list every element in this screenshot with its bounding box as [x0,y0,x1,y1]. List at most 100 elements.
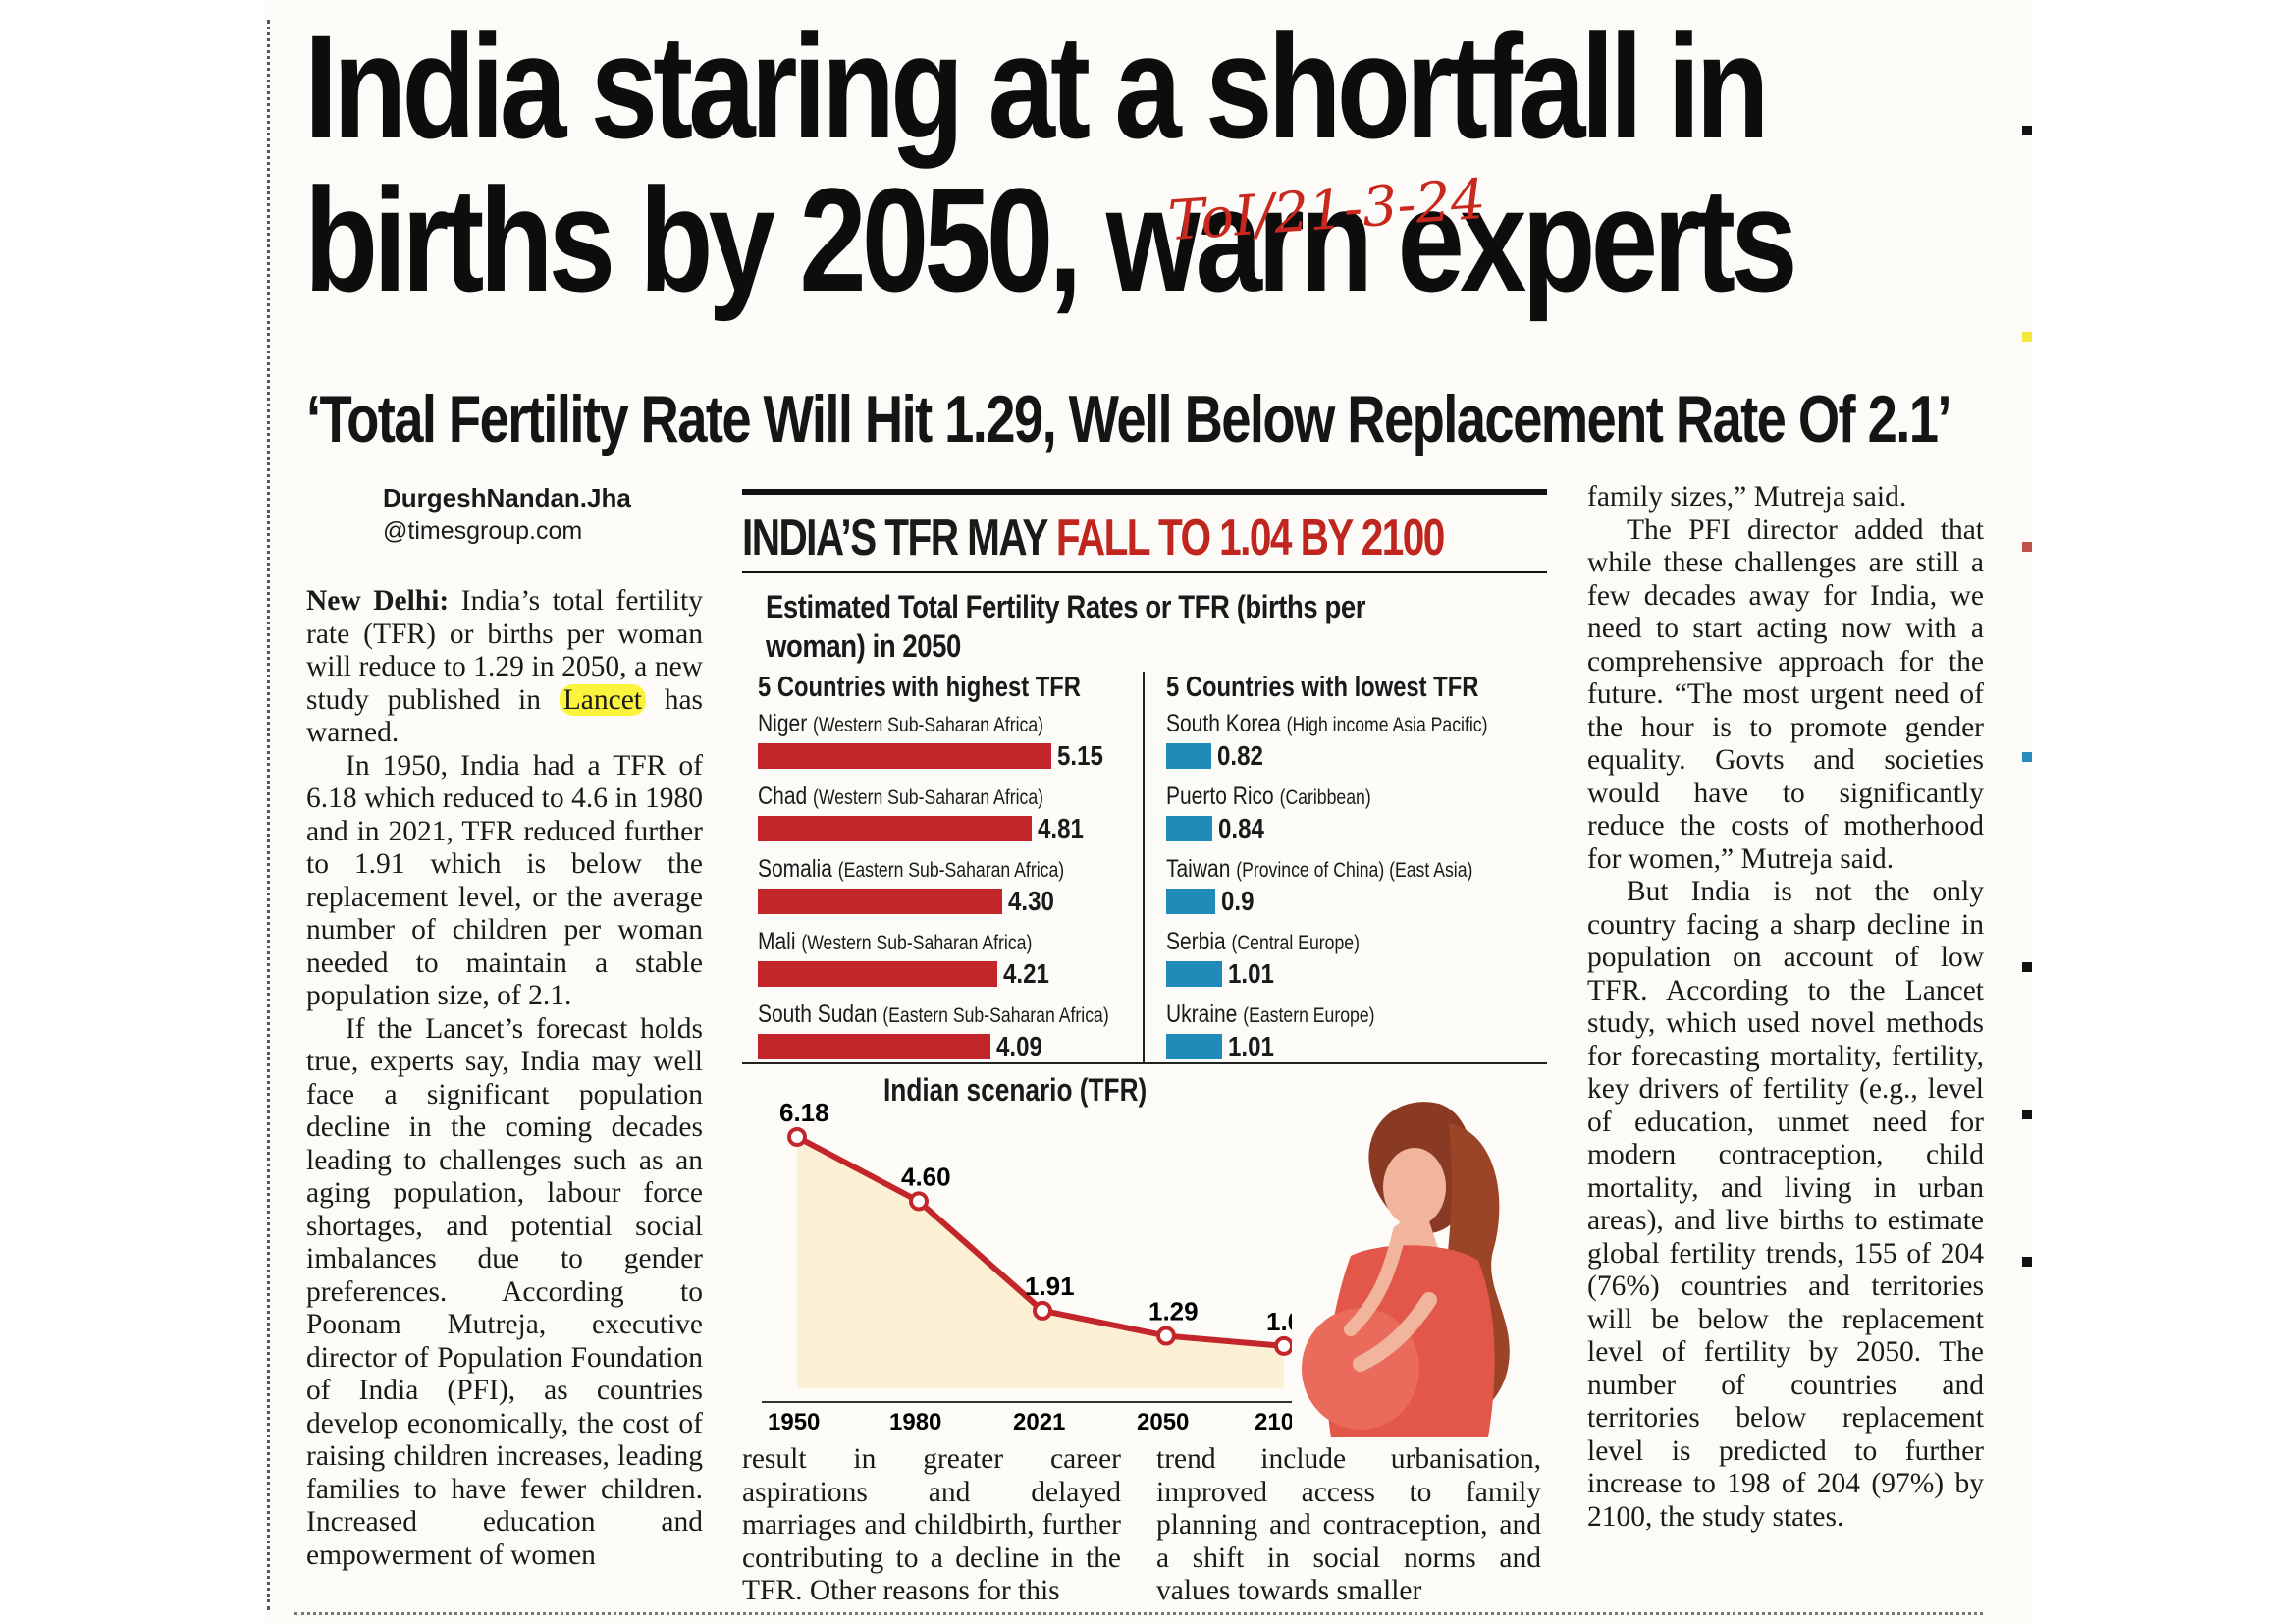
tfr-value: 0.84 [1218,813,1264,843]
paragraph-col2: result in greater career aspirations and… [742,1443,1121,1606]
country-label: South Sudan [758,1001,878,1028]
region-label: (Province of China) (East Asia) [1236,859,1473,882]
data-label: 6.18 [779,1098,829,1127]
country-name: Puerto Rico (Caribbean) [1166,783,1496,811]
region-label: (High income Asia Pacific) [1286,714,1488,736]
margin-marker [2022,962,2032,972]
line-area-fill [797,1136,1284,1388]
panel-divider [1143,672,1145,1064]
headline-line-2: births by 2050, warn experts [304,157,1798,322]
country-label: Taiwan [1166,855,1231,883]
tfr-bar [758,961,998,987]
highest-row: South Sudan (Eastern Sub-Saharan Africa)… [758,1001,1150,1073]
estimated-tfr-title: Estimated Total Fertility Rates or TFR (… [766,589,1366,664]
author-email: @timesgroup.com [383,517,583,545]
clipping-edge [267,20,270,1610]
chart-title: Indian scenario (TFR) [883,1072,1148,1108]
lowest-row: Ukraine (Eastern Europe) 1.01 [1166,1001,1559,1073]
data-point [909,1191,929,1212]
indian-scenario-chart: Indian scenario (TFR) 6.18 1950 4.60 1980 1.… [742,1064,1547,1437]
paragraph-col4-3: But India is not the only country facing… [1587,876,1984,1533]
article-column-3: trend include urbanisation, improved acc… [1156,1443,1541,1608]
tfr-value: 4.09 [996,1031,1043,1061]
country-name: South Korea (High income Asia Pacific) [1166,710,1496,738]
region-label: (Western Sub-Saharan Africa) [801,932,1033,954]
highest-row: Somalia (Eastern Sub-Saharan Africa) 4.30 [758,855,1150,928]
highest-row: Mali (Western Sub-Saharan Africa) 4.21 [758,928,1150,1001]
country-label: Somalia [758,855,832,883]
paragraph-1: New Delhi: India’s total fertility rate … [306,585,703,750]
region-label: (Western Sub-Saharan Africa) [813,786,1044,809]
tfr-value: 4.81 [1037,813,1084,843]
data-point [1156,1326,1176,1346]
country-label: Ukraine [1166,1001,1238,1028]
region-label: (Caribbean) [1279,786,1371,809]
tfr-bar [758,816,1032,841]
x-tick-label: 1950 [768,1409,820,1435]
country-label: Serbia [1166,928,1226,955]
tfr-value: 4.21 [1003,958,1050,989]
paragraph-col4-1: family sizes,” Mutreja said. [1587,481,1907,513]
x-tick-label: 2100 [1255,1409,1292,1435]
country-name: Niger (Western Sub-Saharan Africa) [758,710,1088,738]
country-name: Ukraine (Eastern Europe) [1166,1001,1496,1029]
tfr-value: 1.01 [1227,958,1274,989]
byline: DurgeshNandan.Jha @timesgroup.com [383,481,638,548]
article-column-2: result in greater career aspirations and… [742,1443,1121,1608]
country-name: Serbia (Central Europe) [1166,928,1496,956]
region-label: (Western Sub-Saharan Africa) [813,714,1044,736]
infographic-title: INDIA’S TFR MAY FALL TO 1.04 BY 2100 [742,509,1445,568]
tfr-bar [758,743,1051,769]
data-point [787,1126,807,1147]
margin-marker [2022,1257,2032,1267]
divider [742,1062,1547,1064]
highest-row: Chad (Western Sub-Saharan Africa) 4.81 [758,783,1150,855]
margin-marker [2022,752,2032,762]
p1-text-b: has warned. [306,683,704,749]
tfr-bar [1166,743,1211,769]
article-column-1: New Delhi: India’s total fertility rate … [306,585,703,1572]
tfr-value: 0.9 [1221,886,1255,916]
tfr-bar [1166,961,1222,987]
lowest-tfr-heading: 5 Countries with lowest TFR [1166,672,1479,703]
paragraph-col4-2: The PFI director added that while these … [1587,514,1984,875]
data-label: 1.91 [1025,1272,1075,1301]
country-label: Niger [758,710,808,737]
clipping-edge-bottom [294,1612,1983,1615]
region-label: (Central Europe) [1231,932,1360,954]
country-label: Chad [758,783,808,810]
divider [742,571,1547,573]
data-point [1274,1335,1292,1356]
highest-tfr-heading: 5 Countries with highest TFR [758,672,1081,703]
lowest-row: Serbia (Central Europe) 1.01 [1166,928,1559,1001]
data-label: 4.60 [901,1162,951,1191]
lowest-row: Taiwan (Province of China) (East Asia) 0.… [1166,855,1559,928]
lowest-row: South Korea (High income Asia Pacific) 0.… [1166,710,1559,783]
paragraph-col3: trend include urbanisation, improved acc… [1156,1443,1541,1606]
author-name: DurgeshNandan.Jha [383,483,631,513]
x-tick-label: 2050 [1137,1409,1189,1435]
headline: India staring at a shortfall in births b… [304,10,1798,322]
x-tick-label: 2021 [1013,1409,1065,1435]
dateline: New Delhi: [306,585,450,617]
region-label: (Eastern Europe) [1243,1004,1375,1027]
region-label: (Eastern Sub-Saharan Africa) [837,859,1065,882]
country-name: Somalia (Eastern Sub-Saharan Africa) [758,855,1088,884]
country-label: Puerto Rico [1166,783,1274,810]
subheadline: ‘Total Fertility Rate Will Hit 1.29, Wel… [306,382,1952,457]
tfr-value: 1.01 [1227,1031,1274,1061]
article-column-4: family sizes,” Mutreja said. The PFI dir… [1587,481,1984,1534]
data-point [1033,1300,1052,1321]
country-name: Mali (Western Sub-Saharan Africa) [758,928,1088,956]
highlighted-word-lancet: Lancet [559,683,646,716]
line-chart-svg: 6.18 1950 4.60 1980 1.91 2021 1.29 2050 1.04 2100 [762,1098,1292,1435]
country-name: South Sudan (Eastern Sub-Saharan Africa) [758,1001,1109,1029]
country-name: Taiwan (Province of China) (East Asia) [1166,855,1496,884]
data-label: 1.04 [1266,1307,1292,1336]
country-label: South Korea [1166,710,1281,737]
country-name: Chad (Western Sub-Saharan Africa) [758,783,1088,811]
infographic: INDIA’S TFR MAY FALL TO 1.04 BY 2100 Est… [742,489,1547,1437]
tfr-bar [758,889,1003,914]
tfr-bar [1166,1034,1222,1059]
tfr-value: 4.30 [1008,886,1055,916]
